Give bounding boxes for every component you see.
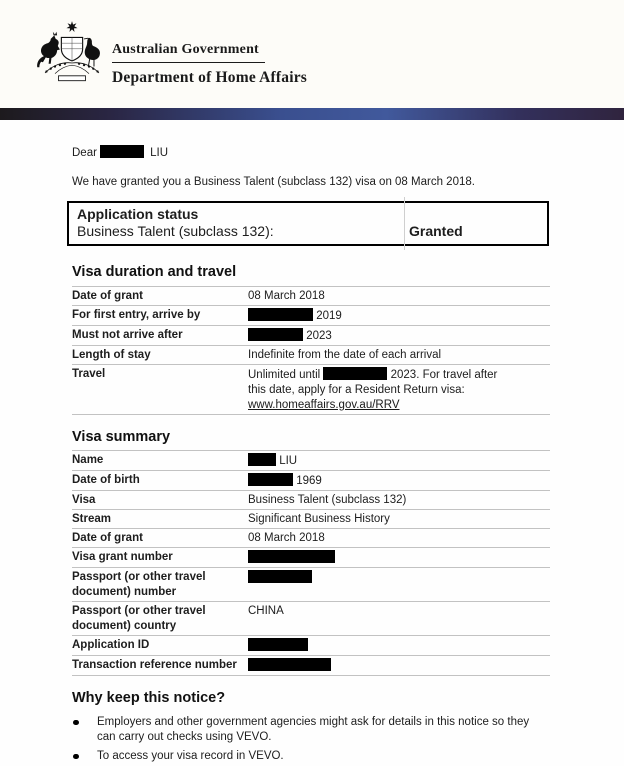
table-row: Travel Unlimited until 2023. For travel a… — [72, 364, 550, 415]
table-row: Transaction reference number — [72, 655, 550, 676]
bullet-item: Employers and other government agencies … — [72, 715, 550, 745]
redaction-box — [248, 637, 308, 651]
row-value: 2023 — [248, 327, 550, 344]
redaction-box — [248, 327, 303, 341]
letterhead: Australian Government Department of Home… — [0, 0, 624, 108]
application-status-title: Application status — [77, 206, 199, 222]
row-label: Stream — [72, 512, 111, 525]
department-title: Department of Home Affairs — [112, 69, 308, 86]
row-label: Name — [72, 453, 104, 466]
row-label: Visa grant number — [72, 550, 173, 563]
letter-body: Dear LIU We have granted you a Business … — [67, 120, 550, 766]
redaction-box — [248, 549, 335, 563]
redaction-box — [248, 569, 312, 583]
table-row: Must not arrive after 2023 — [72, 325, 550, 345]
redaction-box — [248, 657, 331, 671]
table-row: Stream Significant Business History — [72, 509, 550, 528]
row-value — [248, 569, 550, 600]
grant-intro-paragraph: We have granted you a Business Talent (s… — [72, 176, 475, 188]
visa-summary-heading: Visa summary — [72, 429, 171, 445]
visa-summary-table: Name LIU Date of birth 1969 Visa Business T… — [72, 450, 550, 676]
row-value — [248, 637, 550, 654]
row-label: Travel — [72, 367, 106, 380]
row-label: Must not arrive after — [72, 328, 183, 341]
table-row: Name LIU — [72, 450, 550, 470]
table-row: Passport (or other travel document) coun… — [72, 601, 550, 635]
row-label: Application ID — [72, 638, 150, 651]
table-row: Length of stay Indefinite from the date o… — [72, 345, 550, 364]
table-row: Date of grant 08 March 2018 — [72, 528, 550, 547]
application-status-label: Business Talent (subclass 132): — [77, 223, 274, 239]
row-value: CHINA — [248, 604, 284, 617]
visa-duration-table: Date of grant 08 March 2018 For first entr… — [72, 286, 550, 415]
row-label: Passport (or other travel document) numb… — [72, 570, 206, 598]
row-value: 08 March 2018 — [248, 531, 325, 544]
status-column-divider — [404, 197, 405, 250]
salutation: Dear LIU — [72, 145, 169, 159]
table-row: Visa Business Talent (subclass 132) — [72, 490, 550, 509]
row-value: Business Talent (subclass 132) — [248, 493, 407, 506]
redaction-box — [323, 366, 388, 380]
why-keep-bullet-list: Employers and other government agencies … — [72, 715, 550, 764]
why-keep-heading: Why keep this notice? — [72, 690, 226, 706]
application-status-row: Business Talent (subclass 132): Granted — [77, 223, 539, 240]
letterhead-text: Australian Government Department of Home… — [112, 40, 307, 87]
row-value: 08 March 2018 — [248, 289, 325, 302]
rrv-link[interactable]: www.homeaffairs.gov.au/RRV — [248, 398, 400, 411]
row-label: Transaction reference number — [72, 658, 237, 671]
row-label: Length of stay — [72, 348, 151, 361]
row-value: Indefinite from the date of each arrival — [248, 348, 442, 361]
row-value — [248, 549, 550, 566]
row-label: For first entry, arrive by — [72, 308, 201, 321]
header-gradient-bar — [0, 108, 624, 120]
row-label: Date of birth — [72, 473, 140, 486]
row-value: Significant Business History — [248, 512, 390, 525]
table-row: Date of grant 08 March 2018 — [72, 286, 550, 305]
australian-coat-of-arms-icon — [37, 21, 100, 82]
row-label: Date of grant — [72, 289, 143, 302]
redaction-box — [248, 472, 293, 486]
redaction-box — [248, 452, 276, 466]
row-value: 2019 — [248, 307, 550, 324]
status-granted-value: Granted — [409, 223, 463, 239]
bullet-item: To access your visa record in VEVO. — [72, 749, 550, 764]
redaction-box — [248, 307, 313, 321]
government-title: Australian Government — [112, 42, 265, 63]
row-value — [248, 657, 550, 674]
table-row: Application ID — [72, 635, 550, 655]
visa-duration-heading: Visa duration and travel — [72, 264, 237, 280]
table-row: Visa grant number — [72, 547, 550, 567]
row-label: Passport (or other travel document) coun… — [72, 604, 206, 632]
table-row: Passport (or other travel document) numb… — [72, 567, 550, 601]
row-label: Visa — [72, 493, 96, 506]
application-status-box: Application status Business Talent (subc… — [67, 197, 549, 250]
table-row: Date of birth 1969 — [72, 470, 550, 490]
row-label: Date of grant — [72, 531, 143, 544]
table-row: For first entry, arrive by 2019 — [72, 305, 550, 325]
row-value: Unlimited until 2023. For travel after th… — [248, 366, 498, 411]
row-value: LIU — [248, 452, 550, 469]
redaction-box — [99, 145, 144, 158]
row-value: 1969 — [248, 472, 550, 489]
